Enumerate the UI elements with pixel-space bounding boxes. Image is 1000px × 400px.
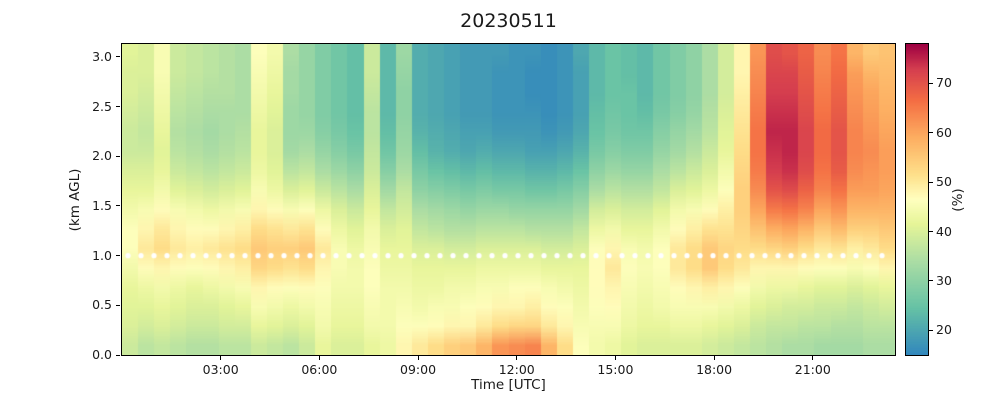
x-axis-label: Time [UTC] — [471, 377, 546, 393]
y-tick-label: 1.5 — [92, 197, 112, 213]
y-tick-mark — [116, 304, 120, 306]
y-tick-label: 0.5 — [92, 297, 112, 313]
colorbar-tick-mark — [929, 231, 933, 233]
x-tick-label: 15:00 — [597, 362, 634, 377]
colorbar-tick-mark — [929, 329, 933, 331]
colorbar-tick-mark — [929, 280, 933, 282]
figure-title: 20230511 — [460, 10, 557, 32]
x-tick-mark — [516, 356, 518, 360]
x-tick-label: 12:00 — [498, 362, 535, 377]
colorbar-canvas — [906, 44, 928, 355]
x-tick-mark — [812, 356, 814, 360]
x-tick-label: 06:00 — [301, 362, 338, 377]
y-tick-mark — [116, 155, 120, 157]
y-tick-mark — [116, 106, 120, 108]
x-tick-label: 18:00 — [696, 362, 733, 377]
y-tick-mark — [116, 56, 120, 58]
x-tick-label: 09:00 — [400, 362, 437, 377]
colorbar-tick-mark — [929, 181, 933, 183]
x-tick-mark — [713, 356, 715, 360]
colorbar-tick-label: 60 — [936, 124, 952, 140]
heatmap-canvas — [122, 44, 895, 355]
colorbar-tick-mark — [929, 82, 933, 84]
colorbar — [906, 44, 928, 355]
y-tick-label: 3.0 — [92, 48, 112, 64]
x-tick-mark — [220, 356, 222, 360]
colorbar-tick-label: 20 — [936, 322, 952, 338]
colorbar-tick-label: 30 — [936, 272, 952, 288]
x-tick-label: 21:00 — [794, 362, 831, 377]
y-tick-label: 0.0 — [92, 347, 112, 362]
y-tick-mark — [116, 354, 120, 356]
colorbar-tick-label: 40 — [936, 223, 952, 239]
x-tick-label: 03:00 — [202, 362, 239, 377]
colorbar-tick-mark — [929, 132, 933, 134]
plot-area — [122, 44, 895, 355]
x-tick-mark — [318, 356, 320, 360]
y-tick-label: 1.0 — [92, 247, 112, 263]
y-tick-label: 2.5 — [92, 98, 112, 114]
y-tick-mark — [116, 255, 120, 257]
x-tick-mark — [614, 356, 616, 360]
colorbar-tick-label: 70 — [936, 75, 952, 91]
y-tick-label: 2.0 — [92, 148, 112, 164]
y-tick-mark — [116, 205, 120, 207]
colorbar-tick-label: 50 — [936, 174, 952, 190]
x-tick-mark — [417, 356, 419, 360]
